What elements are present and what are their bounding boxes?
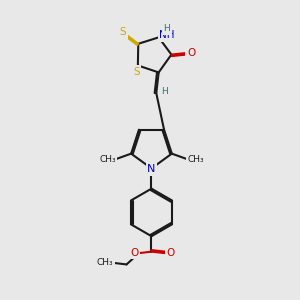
Text: S: S (119, 27, 126, 37)
Text: H: H (164, 24, 170, 33)
Text: N: N (147, 164, 156, 174)
Text: S: S (133, 67, 140, 77)
Text: CH₃: CH₃ (99, 155, 116, 164)
Text: CH₃: CH₃ (187, 155, 204, 164)
Text: O: O (130, 248, 138, 257)
Text: H: H (161, 87, 168, 96)
Text: O: O (187, 48, 195, 58)
Text: CH₃: CH₃ (97, 258, 113, 267)
Text: NH: NH (159, 30, 175, 40)
Text: O: O (167, 248, 175, 257)
